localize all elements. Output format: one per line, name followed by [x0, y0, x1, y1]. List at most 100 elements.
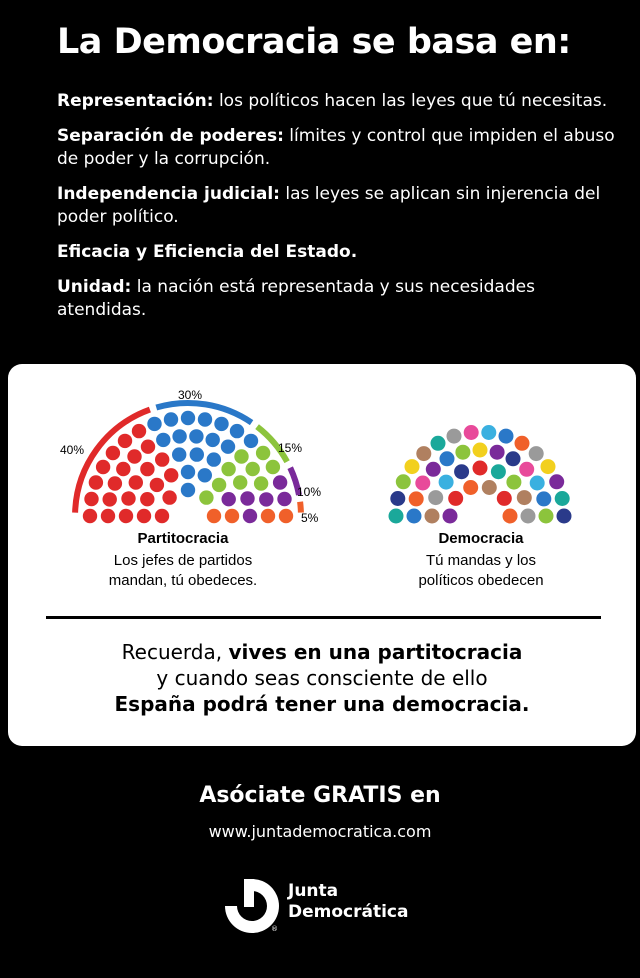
seat [180, 464, 196, 480]
seat [164, 468, 179, 483]
seat [127, 449, 142, 464]
partitocracia-heading: Partitocracia [137, 530, 229, 547]
seat [253, 476, 269, 491]
junta-democratica-logo: ® Junta Democrática [222, 875, 442, 933]
seat [454, 464, 470, 480]
seat [489, 444, 505, 460]
seat [455, 444, 471, 460]
seat [156, 432, 171, 448]
divider [46, 616, 601, 619]
seat [149, 477, 165, 493]
party-bracket [72, 406, 151, 513]
principle-term: Eficacia y Eficiencia del Estado. [57, 242, 358, 262]
seat [430, 435, 446, 451]
seat [211, 477, 227, 493]
principle-text: los políticos hacen las leyes que tú nec… [213, 91, 608, 111]
reminder-line1-b: vives en una partitocracia [228, 640, 523, 664]
seat [446, 428, 462, 444]
seat [472, 442, 488, 458]
seat [131, 423, 147, 439]
seat [102, 492, 117, 507]
seat [428, 490, 444, 506]
seat [520, 508, 536, 524]
democracia-caption-line: Tú mandas y los [425, 552, 537, 569]
seat [536, 491, 552, 507]
seat [117, 433, 133, 449]
seat [147, 416, 162, 432]
seat [425, 461, 441, 477]
reminder-line3: España podrá tener una democracia. [114, 692, 530, 716]
seat [243, 433, 259, 449]
seat [163, 412, 179, 427]
seat [224, 508, 240, 524]
seat [448, 490, 464, 506]
party-bracket [287, 466, 302, 496]
jd-logo-icon: ® [225, 879, 279, 933]
seat [404, 459, 420, 475]
seat [505, 451, 521, 467]
seat [538, 508, 554, 524]
seat [528, 446, 544, 462]
seat [519, 461, 535, 477]
seat [107, 476, 123, 491]
democracia-caption-line: políticos obedecen [418, 572, 544, 589]
logo-line1: Junta [288, 881, 339, 901]
partitocracia-caption-line: mandan, tú obedeces. [108, 572, 258, 589]
principle-item: Independencia judicial: las leyes se apl… [57, 183, 617, 229]
seat [128, 475, 143, 490]
seat [206, 452, 221, 467]
seat [549, 474, 565, 490]
seat [140, 492, 155, 507]
principle-term: Unidad: [57, 277, 132, 297]
principle-item: Representación: los políticos hacen las … [57, 90, 617, 113]
seat [205, 432, 220, 448]
share-label-40: 40% [60, 443, 85, 457]
seat [140, 439, 156, 454]
seat [88, 475, 104, 490]
seat [140, 461, 155, 477]
seat [206, 508, 222, 524]
share-label-10: 10% [297, 485, 322, 499]
principle-term: Representación: [57, 91, 214, 111]
reminder-text: Recuerda, vives en una partitocracia y c… [8, 639, 636, 717]
seat [118, 508, 134, 524]
seat [481, 425, 497, 440]
seat [516, 490, 532, 506]
logo-line2: Democrática [288, 902, 409, 922]
seat [278, 508, 294, 524]
seat [438, 474, 454, 490]
seat [463, 480, 479, 495]
seat [490, 464, 506, 480]
seat [162, 490, 177, 505]
seat [390, 491, 406, 506]
seat [95, 459, 111, 475]
seat [180, 410, 196, 426]
reminder-line1-a: Recuerda, [121, 640, 229, 664]
principle-text: las leyes se aplican sin injerencia del … [57, 184, 601, 227]
seat [214, 416, 229, 432]
seat [424, 508, 440, 524]
principle-term: Separación de poderes: [57, 126, 284, 146]
seat [506, 474, 522, 490]
principles-list: Representación: los políticos hacen las … [57, 90, 617, 334]
seat [234, 449, 249, 464]
party-bracket [155, 399, 254, 426]
principle-text: la nación está representada y sus necesi… [57, 277, 535, 320]
website-link[interactable]: www.juntademocratica.com [208, 822, 432, 841]
seat [172, 429, 187, 444]
seat [272, 475, 288, 490]
seat [498, 428, 514, 444]
seat [442, 508, 458, 524]
seat [172, 447, 187, 462]
seat [189, 447, 204, 462]
party-bracket [255, 424, 290, 464]
reminder-line2: y cuando seas consciente de ello [156, 666, 488, 690]
principle-item: Unidad: la nación está representada y su… [57, 276, 617, 322]
seat [540, 459, 556, 475]
page-title: La Democracia se basa en: [57, 22, 571, 62]
seat [189, 429, 204, 444]
seat [255, 445, 271, 461]
seat [229, 423, 245, 439]
seat [154, 508, 170, 524]
seat [416, 446, 432, 462]
